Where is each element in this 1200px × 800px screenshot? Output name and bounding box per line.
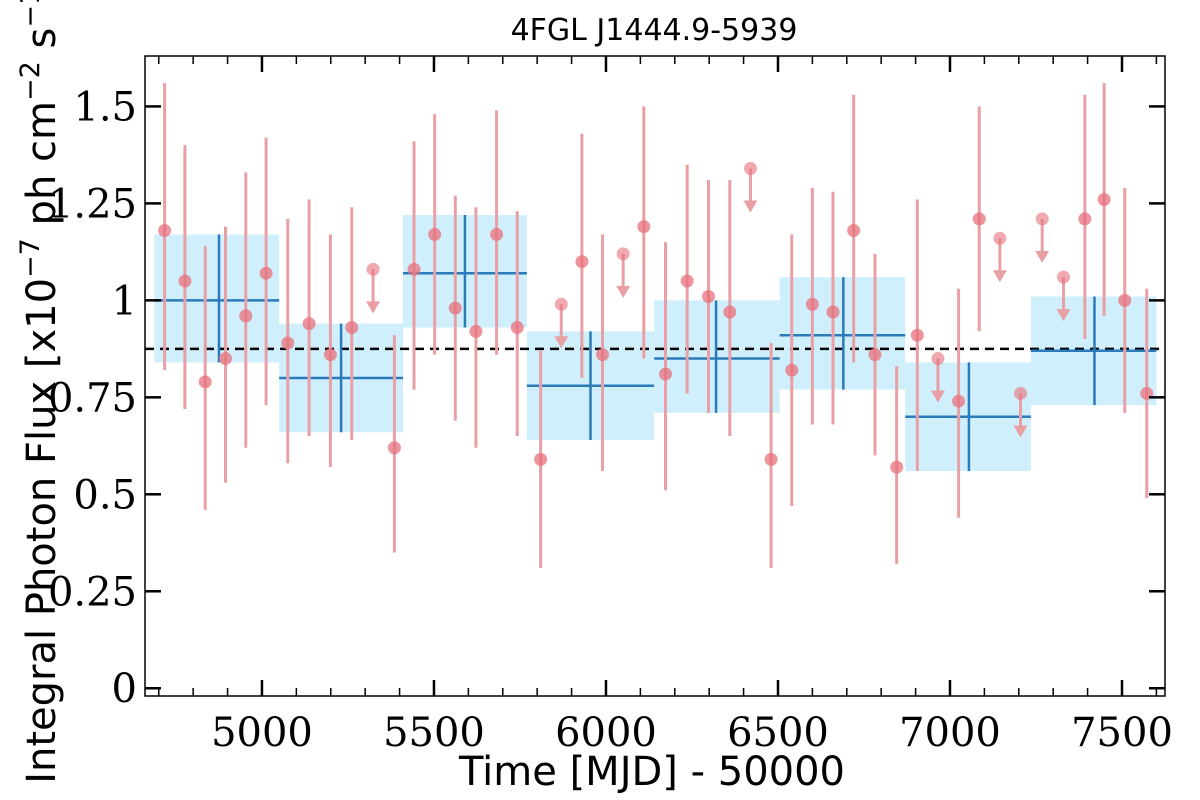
data-point	[972, 212, 986, 226]
x-axis-label: Time [MJD] - 50000	[458, 749, 845, 795]
upper-limit-point	[554, 297, 568, 311]
y-axis-label-exp3: −1	[15, 0, 46, 28]
upper-limit-point	[931, 352, 945, 366]
chart-title: 4FGL J1444.9-5939	[511, 13, 798, 48]
data-point	[658, 367, 672, 381]
x-tick-label: 5000	[211, 710, 313, 756]
x-tick-label: 6000	[555, 710, 657, 756]
y-tick-label: 1.5	[73, 84, 137, 130]
data-point	[302, 317, 316, 331]
data-point	[510, 321, 524, 335]
data-point	[281, 336, 295, 350]
data-point	[428, 227, 442, 241]
y-tick-label: 0	[112, 666, 137, 712]
y-axis-label: Integral Photon Flux [x10−7 ph cm−2 s−1]	[15, 0, 65, 784]
data-point	[596, 348, 610, 362]
y-tick-label: 1	[112, 278, 137, 324]
data-point	[1097, 193, 1111, 207]
y-tick-label: 0.5	[73, 472, 137, 518]
data-point	[952, 394, 966, 408]
data-point	[469, 324, 483, 338]
data-point	[701, 289, 715, 303]
upper-limit-arrowhead	[992, 270, 1007, 283]
upper-limit-point	[366, 262, 380, 276]
y-tick-label: 1.25	[48, 181, 137, 227]
upper-limit-arrowhead	[743, 200, 758, 213]
data-point	[785, 363, 799, 377]
upper-limit-point	[1035, 212, 1049, 226]
upper-limit-point	[616, 247, 630, 261]
upper-limit-arrowhead	[554, 336, 569, 349]
data-point	[910, 328, 924, 342]
data-point	[407, 262, 421, 276]
data-point	[868, 348, 882, 362]
data-point	[345, 321, 359, 335]
data-point	[387, 441, 401, 455]
data-point	[847, 224, 861, 238]
data-point	[239, 309, 253, 323]
y-axis-label-main: Integral Photon Flux [x10	[19, 278, 65, 784]
upper-limit-arrowhead	[1013, 425, 1028, 438]
x-axis: 5000 5500 6000 6500 7000 7500	[158, 56, 1173, 756]
upper-limit-arrowhead	[366, 301, 381, 314]
data-point	[448, 301, 462, 315]
data-point	[575, 255, 589, 269]
data-point	[1078, 212, 1092, 226]
data-point	[534, 452, 548, 466]
data-point	[764, 452, 778, 466]
x-tick-label: 7500	[1071, 710, 1173, 756]
plot-frame	[144, 55, 1166, 697]
data-point	[805, 297, 819, 311]
y-axis: 0 0.25 0.5 0.75 1 1.25 1.5	[48, 84, 1165, 712]
data-point	[890, 460, 904, 474]
y-tick-label: 0.25	[48, 569, 137, 615]
x-tick-label: 6500	[727, 710, 829, 756]
y-axis-label-exp2: −2	[15, 61, 46, 101]
y-axis-label-exp1: −7	[15, 238, 46, 278]
upper-limit-point	[1057, 270, 1071, 284]
x-tick-label: 7000	[899, 710, 1001, 756]
long-bin-band	[154, 234, 280, 363]
upper-limit-arrowhead	[1035, 250, 1050, 263]
data-point	[826, 305, 840, 319]
data-point	[680, 274, 694, 288]
upper-limit-point	[993, 231, 1007, 245]
upper-limit-arrowhead	[616, 285, 631, 298]
data-point	[637, 220, 651, 234]
x-tick-label: 5500	[383, 710, 485, 756]
data-point	[158, 224, 172, 238]
data-point	[198, 375, 212, 389]
data-point	[259, 266, 273, 280]
y-axis-label-mid2: s	[19, 28, 65, 62]
data-point	[1118, 293, 1132, 307]
upper-limit-arrowhead	[930, 390, 945, 403]
y-axis-label-mid: ph cm	[19, 101, 65, 238]
data-point	[218, 352, 232, 366]
upper-limit-arrowhead	[1056, 309, 1071, 322]
y-tick-label: 0.75	[48, 375, 137, 421]
data-point	[723, 305, 737, 319]
data-point	[178, 274, 192, 288]
data-point	[323, 348, 337, 362]
plot-area	[145, 83, 1165, 568]
upper-limit-point	[1014, 386, 1028, 400]
data-point	[490, 227, 504, 241]
upper-limit-point	[743, 161, 757, 175]
